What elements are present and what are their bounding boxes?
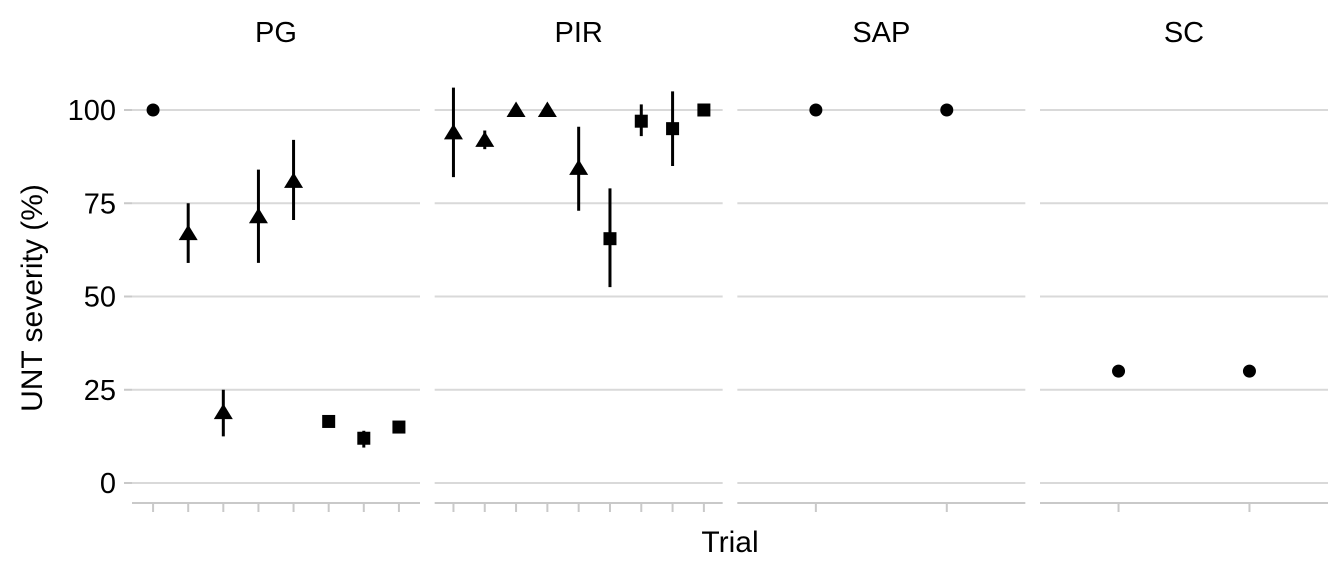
data-point-triangle	[443, 123, 463, 140]
facet-title: PG	[255, 17, 297, 49]
x-axis-title: Trial	[701, 526, 759, 559]
y-axis-title: UNT severity (%)	[16, 184, 49, 412]
data-point-square	[322, 414, 336, 428]
facet-title: SAP	[852, 17, 910, 49]
data-point-circle	[1242, 364, 1256, 378]
data-point-square	[634, 114, 648, 128]
data-point-triangle	[475, 131, 495, 147]
y-tick-label: 100	[68, 95, 116, 127]
y-tick-label: 75	[84, 188, 116, 220]
data-point-triangle	[569, 159, 589, 175]
data-point-square	[603, 232, 617, 246]
y-tick-label: 50	[84, 282, 116, 314]
data-point-square	[697, 103, 711, 117]
data-point-circle	[146, 103, 160, 117]
data-point-triangle	[284, 172, 304, 188]
data-point-circle	[1112, 364, 1126, 378]
data-point-triangle	[506, 101, 526, 117]
data-point-triangle	[178, 224, 198, 241]
data-point-square	[392, 420, 406, 434]
data-point-triangle	[537, 101, 557, 117]
data-point-square	[357, 431, 371, 445]
facet-title: PIR	[554, 17, 602, 49]
facet-title: SC	[1164, 17, 1204, 49]
data-point-square	[666, 122, 680, 136]
y-tick-label: 0	[100, 468, 116, 500]
data-point-triangle	[248, 207, 268, 224]
data-point-circle	[809, 103, 823, 117]
y-tick-label: 25	[84, 375, 116, 407]
data-point-circle	[940, 103, 954, 117]
data-point-triangle	[213, 403, 233, 420]
